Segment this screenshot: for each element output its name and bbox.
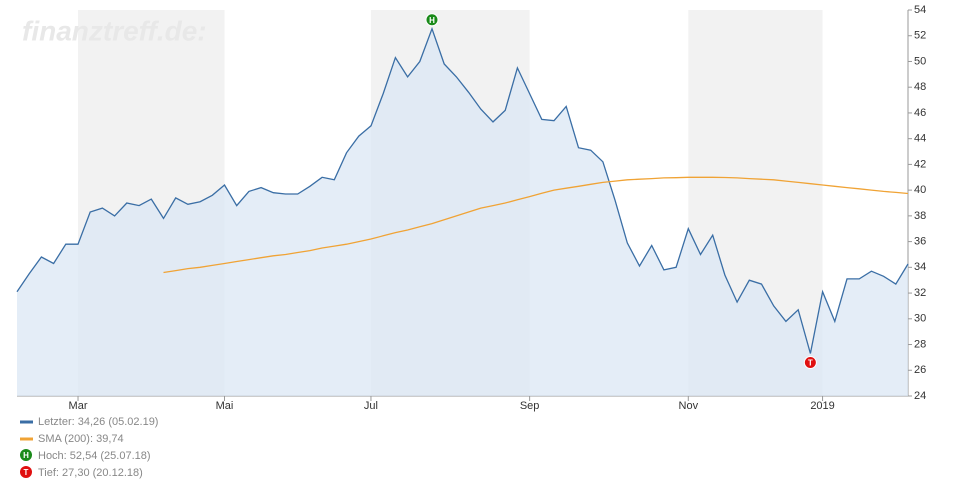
legend-label: Tief: 27,30 (20.12.18) bbox=[38, 467, 143, 479]
y-tick-label: 42 bbox=[914, 158, 926, 170]
x-tick-label: Mai bbox=[216, 400, 234, 412]
extreme-marker bbox=[803, 356, 817, 370]
legend-icon bbox=[20, 466, 32, 478]
y-tick-label: 54 bbox=[914, 4, 926, 16]
legend-label: SMA (200): 39,74 bbox=[38, 433, 124, 445]
area bbox=[17, 28, 908, 397]
legend-icon-letter: H bbox=[23, 451, 29, 460]
legend-label: Hoch: 52,54 (25.07.18) bbox=[38, 450, 151, 462]
y-tick-label: 36 bbox=[914, 236, 926, 248]
y-tick-label: 44 bbox=[914, 133, 926, 145]
extreme-marker bbox=[425, 13, 439, 27]
y-tick-label: 28 bbox=[914, 338, 926, 350]
y-tick-label: 34 bbox=[914, 261, 926, 273]
watermark: finanztreff.de: bbox=[22, 15, 207, 46]
y-tick-label: 50 bbox=[914, 55, 926, 67]
y-tick-label: 38 bbox=[914, 210, 926, 222]
legend-swatch bbox=[20, 437, 33, 441]
x-tick-label: 2019 bbox=[810, 400, 834, 412]
x-tick-label: Sep bbox=[520, 400, 540, 412]
legend-label: Letzter: 34,26 (05.02.19) bbox=[38, 416, 158, 428]
x-tick-label: Mar bbox=[69, 400, 88, 412]
y-tick-label: 24 bbox=[914, 390, 926, 402]
y-tick-label: 30 bbox=[914, 313, 926, 325]
line bbox=[163, 176, 909, 274]
legend-icon bbox=[20, 449, 32, 461]
line bbox=[16, 26, 909, 354]
extreme-marker-letter: T bbox=[808, 359, 813, 368]
y-tick-label: 40 bbox=[914, 184, 926, 196]
y-tick-label: 48 bbox=[914, 81, 926, 93]
x-tick-label: Nov bbox=[679, 400, 699, 412]
y-tick-label: 26 bbox=[914, 364, 926, 376]
legend-swatch bbox=[20, 420, 33, 424]
extreme-marker-letter: H bbox=[429, 16, 435, 25]
legend-icon-letter: T bbox=[24, 468, 29, 477]
y-tick-label: 46 bbox=[914, 107, 926, 119]
x-tick-label: Jul bbox=[364, 400, 378, 412]
y-tick-label: 32 bbox=[914, 287, 926, 299]
y-tick-label: 52 bbox=[914, 30, 926, 42]
